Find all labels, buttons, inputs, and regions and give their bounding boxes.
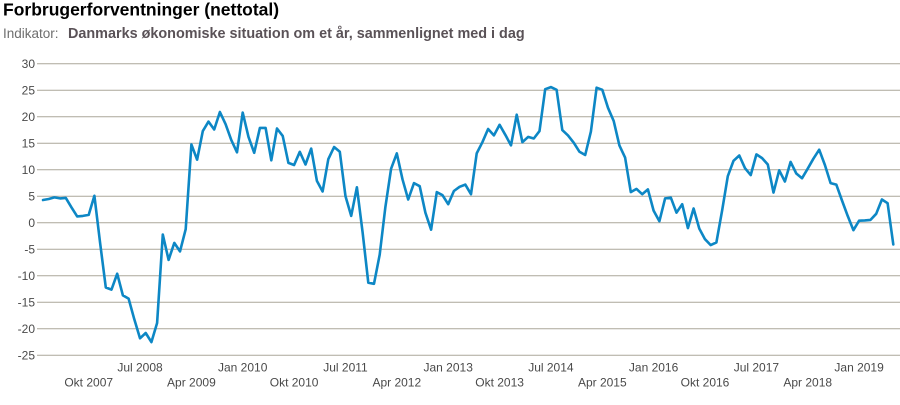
svg-text:-25: -25 [18, 348, 36, 362]
svg-text:Danmarks økonomiske situation: Danmarks økonomiske situation om et år, … [68, 26, 525, 42]
svg-text:Jul 2014: Jul 2014 [528, 361, 574, 375]
svg-text:Jan 2010: Jan 2010 [218, 361, 268, 375]
svg-text:Jan 2013: Jan 2013 [424, 361, 474, 375]
svg-text:-10: -10 [18, 269, 36, 283]
svg-text:-15: -15 [18, 295, 36, 309]
svg-text:Jan 2019: Jan 2019 [834, 361, 884, 375]
svg-text:30: 30 [22, 57, 36, 71]
svg-text:Apr 2015: Apr 2015 [578, 376, 627, 390]
svg-text:Okt 2013: Okt 2013 [475, 376, 524, 390]
svg-text:Okt 2007: Okt 2007 [64, 376, 113, 390]
svg-text:Okt 2016: Okt 2016 [681, 376, 730, 390]
svg-text:25: 25 [22, 83, 36, 97]
svg-text:10: 10 [22, 163, 36, 177]
svg-text:20: 20 [22, 110, 36, 124]
svg-text:Apr 2018: Apr 2018 [783, 376, 832, 390]
svg-text:Forbrugerforventninger (nettot: Forbrugerforventninger (nettotal) [3, 0, 279, 19]
svg-text:Jan 2016: Jan 2016 [629, 361, 679, 375]
svg-text:Apr 2009: Apr 2009 [167, 376, 216, 390]
svg-text:5: 5 [28, 189, 35, 203]
svg-text:-20: -20 [18, 322, 36, 336]
svg-text:-5: -5 [24, 242, 35, 256]
svg-text:Apr 2012: Apr 2012 [372, 376, 421, 390]
svg-text:Jul 2008: Jul 2008 [117, 361, 163, 375]
svg-text:Jul 2011: Jul 2011 [323, 361, 368, 375]
svg-text:0: 0 [28, 216, 35, 230]
svg-text:Okt 2010: Okt 2010 [270, 376, 319, 390]
svg-text:Indikator:: Indikator: [3, 26, 59, 41]
svg-text:Jul 2017: Jul 2017 [734, 361, 780, 375]
svg-text:15: 15 [22, 136, 36, 150]
